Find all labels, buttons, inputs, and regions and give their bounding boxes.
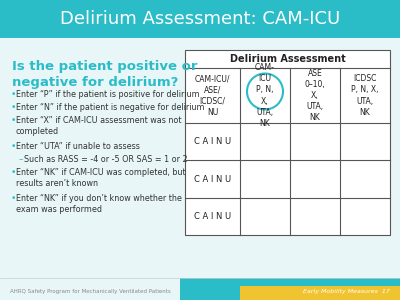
Text: •: • [11, 194, 16, 203]
Text: C A I N U: C A I N U [194, 212, 231, 221]
Text: –: – [19, 155, 24, 164]
Text: Is the patient positive or
negative for delirium?: Is the patient positive or negative for … [12, 60, 198, 89]
Text: Early Mobility Measures  17: Early Mobility Measures 17 [303, 290, 390, 295]
Text: ASE
0–10,
X,
UTA,
NK: ASE 0–10, X, UTA, NK [305, 69, 325, 122]
Text: •: • [11, 168, 16, 177]
FancyBboxPatch shape [240, 286, 400, 300]
FancyBboxPatch shape [185, 50, 390, 235]
Text: Enter “NK” if CAM-ICU was completed, but
results aren’t known: Enter “NK” if CAM-ICU was completed, but… [16, 168, 186, 188]
Text: C A I N U: C A I N U [194, 175, 231, 184]
Text: Delirium Assessment: CAM-ICU: Delirium Assessment: CAM-ICU [60, 10, 340, 28]
Text: •: • [11, 103, 16, 112]
Text: Enter “X” if CAM-ICU assessment was not
completed: Enter “X” if CAM-ICU assessment was not … [16, 116, 182, 136]
Text: •: • [11, 142, 16, 151]
FancyBboxPatch shape [180, 278, 400, 300]
Text: Delirium Assessment: Delirium Assessment [230, 54, 345, 64]
Text: Enter “N” if the patient is negative for delirium: Enter “N” if the patient is negative for… [16, 103, 204, 112]
Text: •: • [11, 116, 16, 125]
Text: •: • [11, 90, 16, 99]
Text: ICDSC
P, N, X,
UTA,
NK: ICDSC P, N, X, UTA, NK [351, 74, 379, 117]
FancyBboxPatch shape [0, 0, 400, 38]
Text: Enter “NK” if you don’t know whether the
exam was performed: Enter “NK” if you don’t know whether the… [16, 194, 182, 214]
Text: Enter “UTA” if unable to assess: Enter “UTA” if unable to assess [16, 142, 140, 151]
Text: Enter “P” if the patient is positive for delirium: Enter “P” if the patient is positive for… [16, 90, 200, 99]
Text: CAM-
ICU
P, N,
X,
UTA,
NK: CAM- ICU P, N, X, UTA, NK [255, 63, 275, 128]
Text: Such as RASS = -4 or -5 OR SAS = 1 or 2: Such as RASS = -4 or -5 OR SAS = 1 or 2 [24, 155, 188, 164]
Text: CAM-ICU/
ASE/
ICDSC/
NU: CAM-ICU/ ASE/ ICDSC/ NU [195, 74, 230, 117]
Text: C A I N U: C A I N U [194, 137, 231, 146]
Text: AHRQ Safety Program for Mechanically Ventilated Patients: AHRQ Safety Program for Mechanically Ven… [10, 290, 171, 295]
